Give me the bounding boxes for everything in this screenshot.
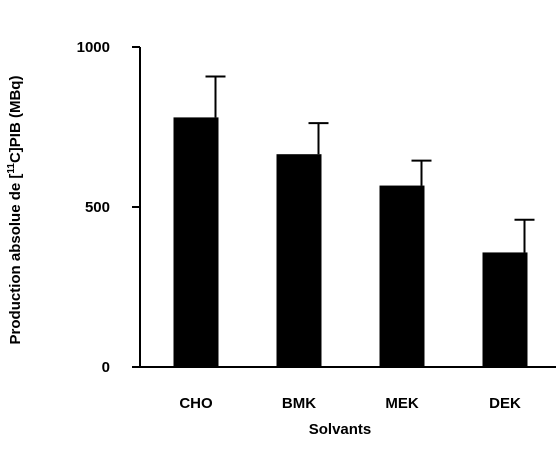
y-tick-label: 0 — [102, 359, 110, 376]
bar-dek — [482, 252, 528, 367]
y-tick-label: 1000 — [77, 39, 110, 56]
x-ticks-layer: CHO BMK MEK DEK — [179, 395, 521, 412]
y-axis-title-after: C]PIB (MBq) — [7, 76, 24, 163]
y-axis-title: Production absolue de [11C]PIB (MBq) — [6, 76, 24, 345]
y-axis-title-superscript: 11 — [6, 163, 17, 174]
bar-mek — [379, 185, 425, 367]
x-tick-label: BMK — [282, 395, 316, 412]
bar-cho — [173, 117, 219, 368]
x-axis-title: Solvants — [309, 421, 372, 438]
x-tick-label: CHO — [179, 395, 213, 412]
y-axis-title-before: Production absolue de [ — [7, 174, 24, 345]
bars-layer — [173, 117, 528, 368]
y-ticks-layer: 0 500 1000 — [77, 39, 140, 376]
x-tick-label: DEK — [489, 395, 521, 412]
error-bars-layer — [205, 75, 535, 253]
x-tick-label: MEK — [385, 395, 419, 412]
y-tick-label: 500 — [85, 199, 110, 216]
bar-bmk — [276, 154, 322, 367]
